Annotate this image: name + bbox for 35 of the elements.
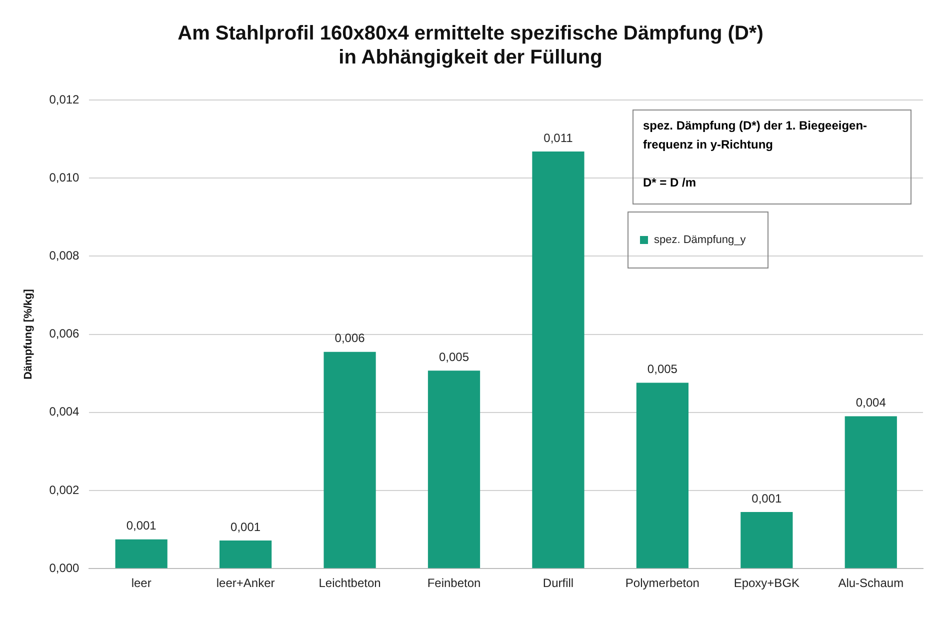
legend-label: spez. Dämpfung_y <box>654 234 746 246</box>
x-tick-label: leer+Anker <box>216 576 275 590</box>
y-tick-label: 0,006 <box>49 326 80 341</box>
chart-title: Am Stahlprofil 160x80x4 ermittelte spezifische Dämpfung (D*) in Abhängigkeit der Füllung <box>178 22 764 69</box>
data-label: 0,011 <box>544 130 574 145</box>
data-label: 0,001 <box>126 518 157 533</box>
x-tick-label: Epoxy+BGK <box>734 576 800 590</box>
bar <box>636 382 688 568</box>
data-label: 0,006 <box>334 331 366 346</box>
bar <box>428 370 480 568</box>
y-tick-label: 0,002 <box>49 482 80 497</box>
x-tick-label: Leichtbeton <box>318 576 381 590</box>
data-label: 0,001 <box>230 520 261 534</box>
x-tick-label: Feinbeton <box>427 576 481 590</box>
x-tick-label: Polymerbeton <box>625 576 700 590</box>
y-tick-label: 0,012 <box>49 92 80 106</box>
bar <box>532 152 584 568</box>
x-tick-label: Alu-Schaum <box>838 576 904 590</box>
bar <box>324 352 376 568</box>
y-tick-label: 0,008 <box>49 248 80 263</box>
bar <box>115 539 168 568</box>
y-axis-title: Dämpfung [%/kg] <box>22 288 35 380</box>
y-tick-label: 0,004 <box>49 404 80 419</box>
x-tick-label: Durfill <box>542 576 574 590</box>
y-tick-label: 0,010 <box>49 170 80 184</box>
bar <box>740 512 793 568</box>
y-tick-label: 0,000 <box>49 560 80 575</box>
text: spez. Dämpfung (D*) der 1. Biegeeigen- frequenz in y-Richtung D* = D /m <box>643 118 868 190</box>
data-label: 0,005 <box>647 362 678 376</box>
data-label: 0,001 <box>752 491 782 506</box>
x-tick-label: leer <box>131 576 152 590</box>
bar <box>220 540 272 568</box>
data-label: 0,004 <box>856 396 886 410</box>
bar <box>844 416 897 568</box>
data-label: 0,005 <box>438 350 470 364</box>
